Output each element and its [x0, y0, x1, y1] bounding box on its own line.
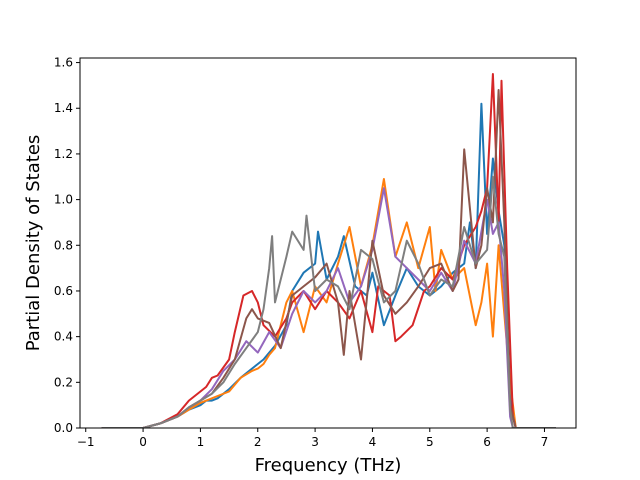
y-tick-label: 0.4	[54, 330, 73, 344]
series-layer	[101, 73, 556, 428]
plot-area	[79, 57, 577, 429]
y-tick-label: 0.6	[54, 284, 73, 298]
x-tick-label: 7	[541, 435, 549, 449]
y-tick-label: 1.4	[54, 101, 73, 115]
series-line-4	[101, 187, 556, 428]
y-tick-label: 1.0	[54, 193, 73, 207]
x-axis: −1 0 1 2 3 4 5 6 7	[77, 428, 548, 449]
axes-frame	[79, 57, 577, 429]
series-line-2	[101, 178, 556, 428]
x-tick-label: 5	[426, 435, 434, 449]
y-axis: 0.0 0.2 0.4 0.6 0.8 1.0 1.2 1.4 1.6	[54, 56, 80, 435]
x-tick-label: 0	[139, 435, 147, 449]
y-tick-label: 0.0	[54, 421, 73, 435]
y-axis-label: Partial Density of States	[23, 135, 44, 352]
y-tick-label: 0.8	[54, 238, 73, 252]
x-tick-label: 6	[483, 435, 491, 449]
series-line-6	[101, 175, 556, 428]
x-axis-label: Frequency (THz)	[255, 455, 402, 476]
series-line-3	[101, 73, 556, 428]
series-line-1	[101, 102, 556, 428]
x-tick-label: 2	[254, 435, 262, 449]
x-tick-label: 4	[369, 435, 377, 449]
x-tick-label: 1	[197, 435, 205, 449]
y-tick-label: 0.2	[54, 375, 73, 389]
y-tick-label: 1.2	[54, 147, 73, 161]
series-line-5	[101, 89, 556, 428]
x-tick-label: −1	[77, 435, 95, 449]
y-tick-label: 1.6	[54, 56, 73, 70]
x-tick-label: 3	[311, 435, 319, 449]
